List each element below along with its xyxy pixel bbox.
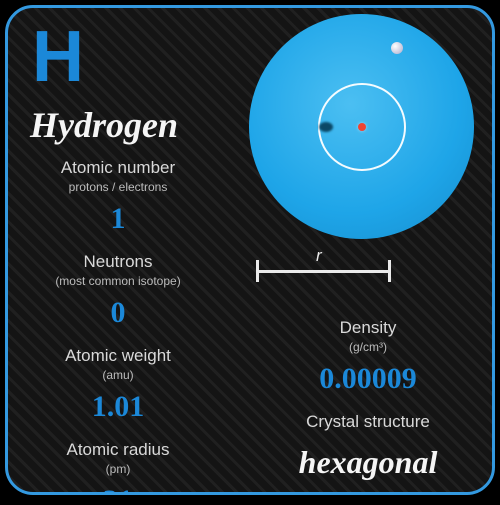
left-column: Atomic number protons / electrons 1 Neut… (18, 158, 218, 495)
atomic-weight-sublabel: (amu) (18, 368, 218, 382)
atomic-number-value: 1 (18, 202, 218, 236)
crystal-structure-label: Crystal structure (258, 412, 478, 432)
atomic-number-sublabel: protons / electrons (18, 180, 218, 194)
atomic-number-block: Atomic number protons / electrons 1 (18, 158, 218, 236)
density-block: Density (g/cm³) 0.00009 (258, 318, 478, 396)
density-value: 0.00009 (258, 362, 478, 396)
element-card: H Hydrogen r Atomic number protons / ele… (5, 5, 495, 495)
atomic-weight-label: Atomic weight (18, 346, 218, 366)
right-column: Density (g/cm³) 0.00009 Crystal structur… (258, 318, 478, 483)
atomic-radius-block: Atomic radius (pm) 31 (18, 440, 218, 495)
nucleus-icon (358, 123, 366, 131)
atomic-number-label: Atomic number (18, 158, 218, 178)
atomic-weight-value: 1.01 (18, 390, 218, 424)
density-label: Density (258, 318, 478, 338)
radius-label: r (316, 246, 322, 266)
crystal-block: Crystal structure hexagonal (258, 412, 478, 481)
atom-diagram (249, 14, 474, 239)
neutrons-label: Neutrons (18, 252, 218, 272)
atomic-radius-label: Atomic radius (18, 440, 218, 460)
crystal-structure-value: hexagonal (258, 444, 478, 481)
neutrons-block: Neutrons (most common isotope) 0 (18, 252, 218, 330)
radius-bracket: r (256, 248, 391, 280)
atomic-radius-sublabel: (pm) (18, 462, 218, 476)
element-symbol: H (32, 16, 84, 98)
atomic-weight-block: Atomic weight (amu) 1.01 (18, 346, 218, 424)
neutrons-value: 0 (18, 296, 218, 330)
atomic-radius-value: 31 (18, 484, 218, 495)
electron-icon (391, 42, 403, 54)
element-name: Hydrogen (30, 104, 178, 146)
density-sublabel: (g/cm³) (258, 340, 478, 354)
neutrons-sublabel: (most common isotope) (18, 274, 218, 288)
electron-shadow (319, 122, 333, 132)
